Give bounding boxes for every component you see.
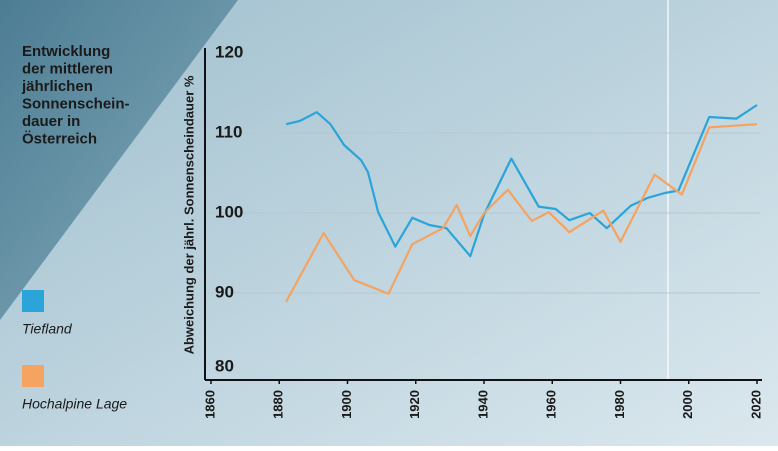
title-line: Österreich	[22, 130, 97, 147]
legend-swatch	[22, 290, 44, 312]
title-line: der mittleren	[22, 60, 113, 77]
background-shape	[0, 0, 238, 320]
title-line: Sonnenschein-	[22, 95, 130, 112]
series-line	[285, 123, 758, 303]
y-axis-label: Abweichung der jährl. Sonnenscheindauer …	[181, 75, 196, 354]
x-tick-label: 1980	[612, 390, 627, 419]
y-tick-label: 120	[215, 42, 243, 61]
x-tick-label: 2000	[680, 390, 695, 419]
y-tick-label: 100	[215, 202, 243, 221]
x-tick-label: 1900	[339, 390, 354, 419]
x-tick-label: 1960	[544, 390, 559, 419]
x-tick-label: 1940	[475, 390, 490, 419]
y-tick-label: 80	[215, 356, 234, 375]
x-tick-label: 1920	[407, 390, 422, 419]
y-tick-label: 110	[215, 122, 242, 141]
y-tick-label: 90	[215, 282, 234, 301]
x-tick-label: 2020	[748, 390, 763, 419]
title-line: dauer in	[22, 113, 80, 130]
legend-label: Tiefland	[22, 321, 73, 337]
legend-swatch	[22, 365, 44, 387]
title-line: Entwicklung	[22, 43, 110, 60]
x-tick-label: 1860	[202, 390, 217, 419]
title-line: jährlichen	[21, 78, 93, 95]
x-tick-label: 1880	[271, 390, 286, 419]
legend-label: Hochalpine Lage	[22, 396, 127, 412]
